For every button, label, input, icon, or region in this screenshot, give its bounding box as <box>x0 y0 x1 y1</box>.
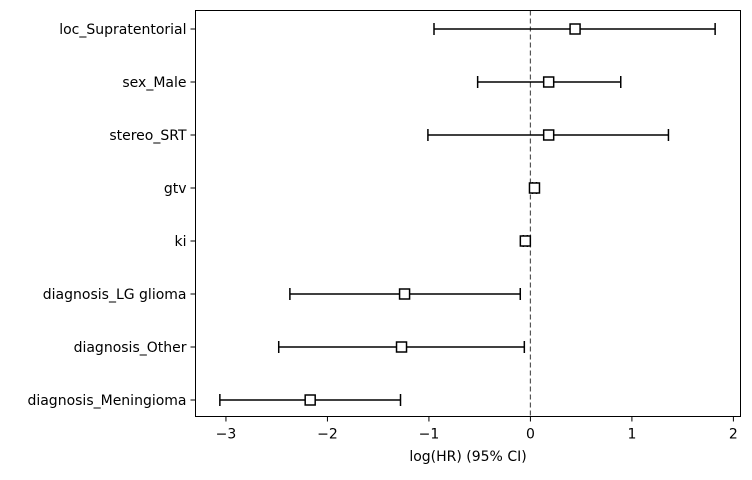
y-tick-label: stereo_SRT <box>109 128 187 144</box>
x-tick-label: −2 <box>317 427 338 443</box>
y-tick-label: sex_Male <box>122 75 186 91</box>
estimate-marker <box>304 394 316 406</box>
estimate-marker <box>542 76 555 88</box>
estimate-marker <box>542 129 555 141</box>
estimate-marker <box>395 341 408 353</box>
y-tick-label: diagnosis_Meningioma <box>27 393 186 409</box>
estimate-marker <box>398 288 411 300</box>
x-tick-label: −3 <box>216 427 237 443</box>
x-tick-label: −1 <box>419 427 440 443</box>
plot-frame <box>195 10 741 417</box>
x-axis-label: log(HR) (95% CI) <box>409 449 526 465</box>
x-tick-label: 1 <box>627 427 636 443</box>
y-tick-label: ki <box>175 234 187 250</box>
y-tick-label: diagnosis_LG glioma <box>43 287 187 303</box>
y-tick-label: loc_Supratentorial <box>59 22 186 38</box>
estimate-marker <box>528 182 541 194</box>
y-tick-label: diagnosis_Other <box>74 340 187 356</box>
estimate-marker <box>569 23 581 35</box>
x-tick-label: 2 <box>729 427 738 443</box>
y-tick-label: gtv <box>164 181 187 197</box>
plot-layer: −3 −2 −1 0 1 2 loc_Supratentorial sex_Malestere… <box>27 10 738 443</box>
x-tick-label: 0 <box>526 427 535 443</box>
estimate-marker <box>519 235 532 247</box>
